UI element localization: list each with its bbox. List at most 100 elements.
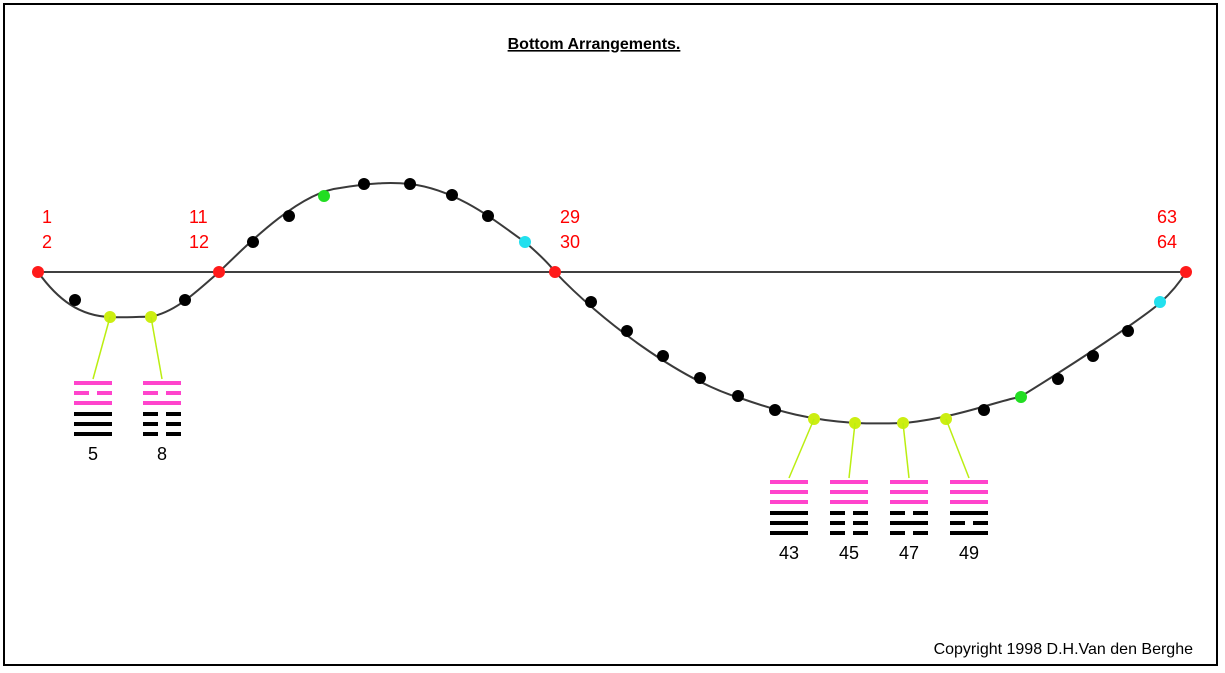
crossing-label-1-2: 1 2 xyxy=(42,207,52,252)
black-dot xyxy=(404,178,416,190)
broken-line xyxy=(853,511,868,515)
solid-line xyxy=(143,401,181,405)
copyright-text: Copyright 1998 D.H.Van den Berghe xyxy=(934,641,1194,658)
solid-line xyxy=(770,511,808,515)
solid-line xyxy=(74,432,112,436)
solid-line xyxy=(770,490,808,494)
crossing-label-63-64: 63 64 xyxy=(1157,207,1177,252)
broken-line xyxy=(143,412,158,416)
cyan-dot xyxy=(519,236,531,248)
black-dot xyxy=(358,178,370,190)
leader-line xyxy=(848,422,856,479)
solid-line xyxy=(770,531,808,535)
black-dot xyxy=(621,325,633,337)
black-dot xyxy=(657,350,669,362)
solid-line xyxy=(950,500,988,504)
broken-line xyxy=(913,511,928,515)
solid-line xyxy=(950,480,988,484)
solid-line xyxy=(74,381,112,385)
hexagram-number: 5 xyxy=(88,444,98,464)
black-dot xyxy=(694,372,706,384)
solid-line xyxy=(950,531,988,535)
leader-line xyxy=(945,418,970,479)
black-dot xyxy=(446,189,458,201)
solid-line xyxy=(890,500,928,504)
broken-line xyxy=(166,432,181,436)
black-dot xyxy=(482,210,494,222)
crossing-label-bottom: 30 xyxy=(560,232,580,252)
solid-line xyxy=(890,480,928,484)
solid-line xyxy=(830,500,868,504)
red-dot xyxy=(549,266,561,278)
crossing-label-11-12: 11 12 xyxy=(189,207,209,252)
black-dot xyxy=(247,236,259,248)
broken-line xyxy=(97,391,112,395)
broken-line xyxy=(890,511,905,515)
broken-line xyxy=(913,531,928,535)
diagram-frame xyxy=(3,3,1218,666)
solid-line xyxy=(890,490,928,494)
green-dot xyxy=(1015,391,1027,403)
red-dot xyxy=(32,266,44,278)
leader-line xyxy=(150,316,163,380)
leader-line xyxy=(92,316,111,380)
crossing-label-bottom: 12 xyxy=(189,232,209,252)
black-dot xyxy=(1087,350,1099,362)
red-dot xyxy=(213,266,225,278)
red-dot xyxy=(1180,266,1192,278)
crossing-label-bottom: 2 xyxy=(42,232,52,252)
hexagram-group: 5 8 43 45 47 49 xyxy=(74,316,988,563)
broken-line xyxy=(830,511,845,515)
broken-line xyxy=(166,391,181,395)
broken-line xyxy=(143,432,158,436)
cyan-dot xyxy=(1154,296,1166,308)
crossing-label-bottom: 64 xyxy=(1157,232,1177,252)
leader-line xyxy=(788,418,815,479)
green-dot xyxy=(318,190,330,202)
hexagram-number: 47 xyxy=(899,543,919,563)
solid-line xyxy=(143,381,181,385)
black-dot xyxy=(585,296,597,308)
black-dot xyxy=(179,294,191,306)
broken-line xyxy=(950,521,965,525)
broken-line xyxy=(166,412,181,416)
broken-line xyxy=(143,391,158,395)
hexagram-number: 45 xyxy=(839,543,859,563)
solid-line xyxy=(770,480,808,484)
broken-line xyxy=(830,521,845,525)
hexagram-number: 43 xyxy=(779,543,799,563)
solid-line xyxy=(770,521,808,525)
solid-line xyxy=(74,401,112,405)
diagram-title: Bottom Arrangements. xyxy=(508,36,681,53)
solid-line xyxy=(830,490,868,494)
black-dot xyxy=(769,404,781,416)
black-dot xyxy=(283,210,295,222)
black-dot xyxy=(1122,325,1134,337)
black-dot xyxy=(978,404,990,416)
broken-line xyxy=(973,521,988,525)
solid-line xyxy=(74,412,112,416)
crossing-label-top: 1 xyxy=(42,207,52,227)
wave-curve xyxy=(37,182,1187,425)
crossing-label-top: 11 xyxy=(189,207,208,227)
solid-line xyxy=(74,422,112,426)
crossing-label-29-30: 29 30 xyxy=(560,207,580,252)
crossing-label-top: 63 xyxy=(1157,207,1177,227)
broken-line xyxy=(890,531,905,535)
hexagram-number: 49 xyxy=(959,543,979,563)
hexagram-number: 8 xyxy=(157,444,167,464)
solid-line xyxy=(770,500,808,504)
broken-line xyxy=(853,531,868,535)
broken-line xyxy=(166,422,181,426)
broken-line xyxy=(74,391,89,395)
black-dot xyxy=(1052,373,1064,385)
broken-line xyxy=(143,422,158,426)
black-dot xyxy=(69,294,81,306)
solid-line xyxy=(950,511,988,515)
leader-line xyxy=(902,422,910,479)
solid-line xyxy=(950,490,988,494)
broken-line xyxy=(853,521,868,525)
curve-dots xyxy=(32,178,1192,429)
broken-line xyxy=(830,531,845,535)
